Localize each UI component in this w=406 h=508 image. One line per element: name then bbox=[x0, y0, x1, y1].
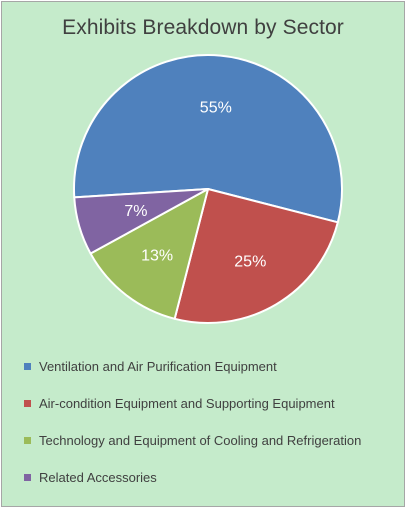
data-label-ventilation: 55% bbox=[200, 99, 232, 116]
data-label-air-condition: 25% bbox=[234, 254, 266, 271]
chart-title: Exhibits Breakdown by Sector bbox=[62, 16, 344, 39]
legend-swatch-accessories bbox=[24, 474, 31, 481]
legend: Ventilation and Air Purification Equipme… bbox=[24, 348, 399, 496]
legend-label-air-condition: Air-condition Equipment and Supporting E… bbox=[39, 396, 335, 411]
legend-swatch-cooling bbox=[24, 437, 31, 444]
legend-swatch-ventilation bbox=[24, 363, 31, 370]
legend-item-air-condition: Air-condition Equipment and Supporting E… bbox=[24, 385, 399, 422]
data-label-accessories: 7% bbox=[124, 203, 147, 220]
legend-label-ventilation: Ventilation and Air Purification Equipme… bbox=[39, 359, 277, 374]
legend-swatch-air-condition bbox=[24, 400, 31, 407]
pie-slice-cooling bbox=[89, 188, 209, 320]
legend-label-accessories: Related Accessories bbox=[39, 470, 157, 485]
legend-label-cooling: Technology and Equipment of Cooling and … bbox=[39, 433, 362, 448]
legend-item-cooling: Technology and Equipment of Cooling and … bbox=[24, 422, 399, 459]
pie-chart: 55% 25% 13% 7% bbox=[73, 54, 343, 324]
legend-item-ventilation: Ventilation and Air Purification Equipme… bbox=[24, 348, 399, 385]
pie-slice-ventilation bbox=[73, 54, 343, 224]
legend-item-accessories: Related Accessories bbox=[24, 459, 399, 496]
pie-slice-accessories bbox=[73, 188, 209, 255]
data-label-cooling: 13% bbox=[141, 248, 173, 265]
pie-slice-air-condition bbox=[173, 188, 339, 324]
